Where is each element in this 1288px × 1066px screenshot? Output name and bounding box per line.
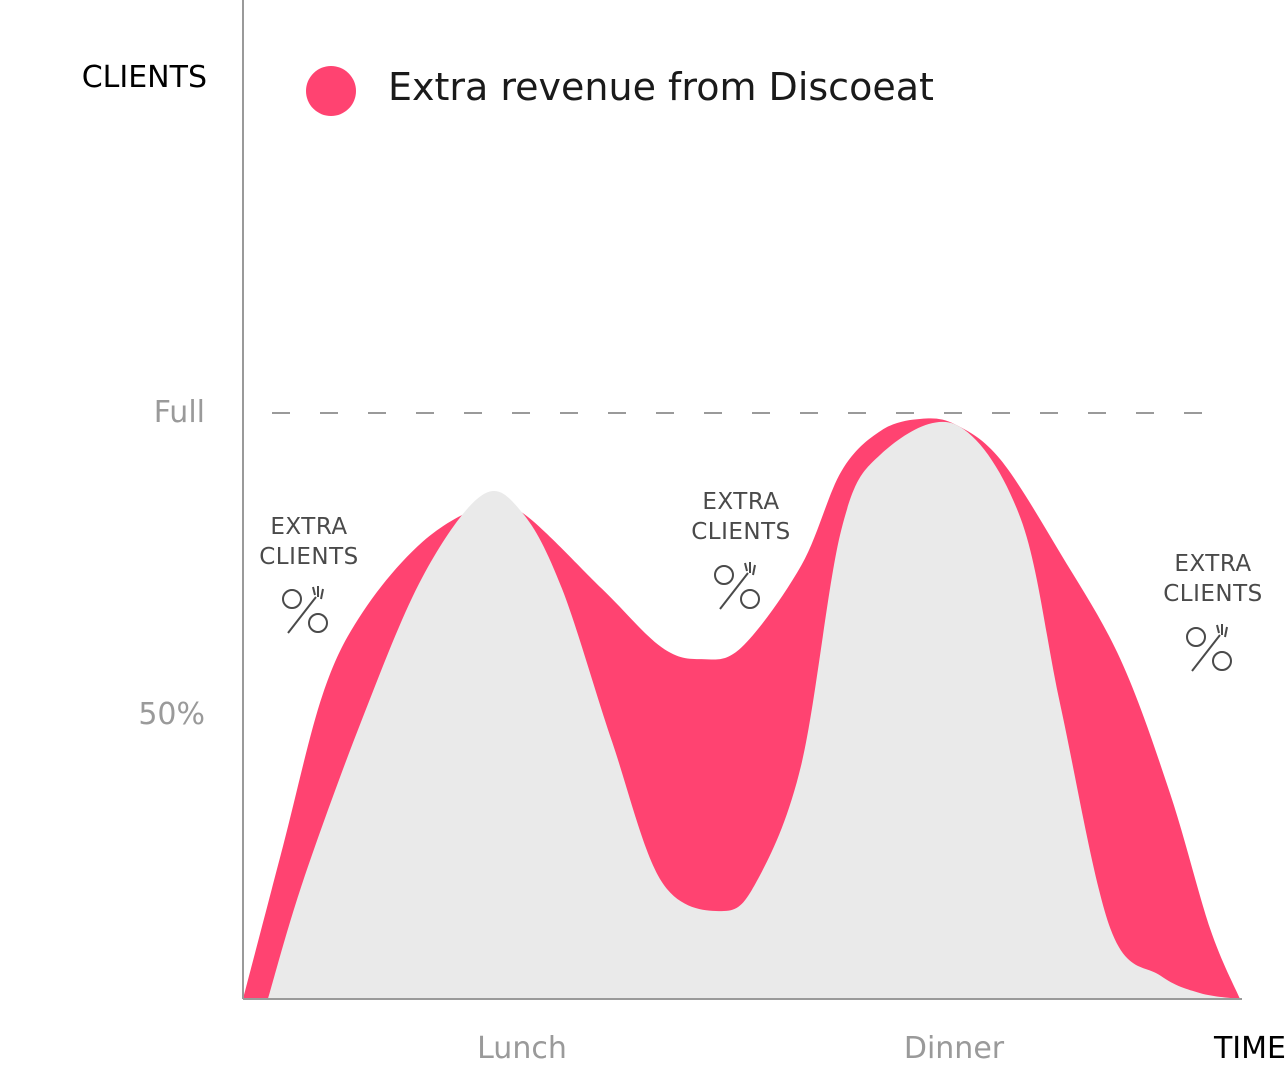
annotation-line2: CLIENTS [1163, 581, 1263, 607]
legend: Extra revenue from Discoeat [306, 65, 934, 116]
annotation-extra-clients-right: EXTRA CLIENTS [1163, 551, 1263, 672]
x-axis-title: TIME [1213, 1031, 1286, 1066]
percent-fork-icon [282, 586, 328, 634]
annotation-extra-clients-middle: EXTRA CLIENTS [691, 489, 791, 610]
x-tick-label-lunch: Lunch [477, 1031, 567, 1066]
x-tick-label-dinner: Dinner [904, 1031, 1005, 1066]
annotation-extra-clients-left: EXTRA CLIENTS [259, 514, 359, 634]
y-axis-title: CLIENTS [82, 60, 207, 95]
percent-fork-icon [714, 562, 760, 610]
annotation-line1: EXTRA [702, 489, 779, 515]
annotation-line1: EXTRA [1174, 551, 1251, 577]
legend-swatch [306, 66, 356, 116]
y-tick-label-full: Full [154, 395, 205, 430]
y-tick-label-50: 50% [138, 697, 205, 732]
annotation-line2: CLIENTS [259, 544, 359, 570]
annotation-line2: CLIENTS [691, 519, 791, 545]
area-series-group [243, 418, 1240, 999]
legend-label: Extra revenue from Discoeat [388, 65, 934, 109]
annotation-line1: EXTRA [270, 514, 347, 540]
percent-fork-icon [1186, 624, 1232, 672]
baseline-clients-area [267, 421, 1240, 999]
